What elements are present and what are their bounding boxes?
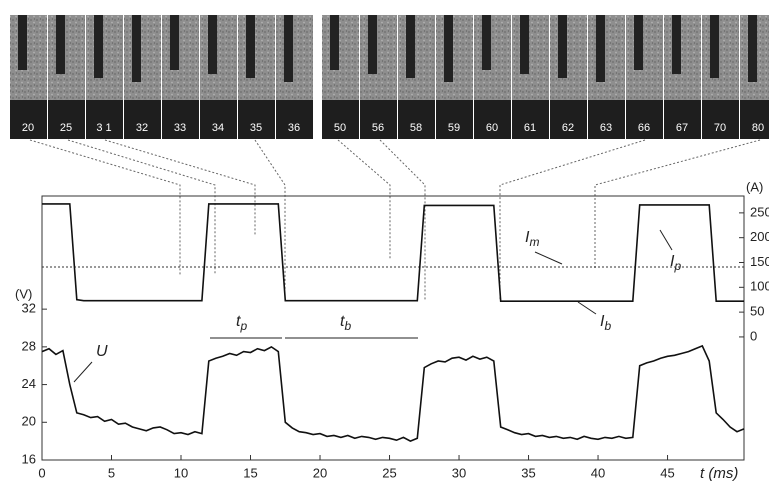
y-axis-label: (V) xyxy=(15,286,32,301)
y-tick-label: 24 xyxy=(22,376,36,391)
electrode xyxy=(482,15,491,70)
electrode xyxy=(330,15,339,70)
annotation-arrow xyxy=(578,302,596,314)
figure: 20253 1323334353650565859606162636667708… xyxy=(0,0,769,486)
frame-label: 25 xyxy=(60,122,72,134)
frame-label: 63 xyxy=(600,122,612,134)
electrode xyxy=(368,15,377,74)
annotation-sub: m xyxy=(529,235,539,249)
x-tick-label: 30 xyxy=(452,465,466,480)
connectors xyxy=(30,140,760,300)
y-tick-label: 16 xyxy=(22,451,36,466)
x-tick-label: 0 xyxy=(38,465,45,480)
electrode xyxy=(710,15,719,78)
x-tick-label: 20 xyxy=(313,465,327,480)
electrode xyxy=(18,15,27,70)
y2-tick-label: 200 xyxy=(750,229,769,244)
x-tick-label: 25 xyxy=(382,465,396,480)
y2-tick-label: 0 xyxy=(750,328,757,343)
x-tick-label: 10 xyxy=(174,465,188,480)
frame-label: 50 xyxy=(334,122,346,134)
electrode xyxy=(444,15,453,82)
annotation: tp xyxy=(236,313,247,333)
series-line xyxy=(42,346,744,441)
electrode xyxy=(170,15,179,70)
electrode xyxy=(520,15,529,74)
y-tick-label: 20 xyxy=(22,414,36,429)
x-axis-label: t (ms) xyxy=(700,465,738,482)
y2-tick-label: 150 xyxy=(750,254,769,269)
electrode xyxy=(208,15,217,74)
frame-label: 59 xyxy=(448,122,460,134)
frame-label: 70 xyxy=(714,122,726,134)
frame-label: 32 xyxy=(136,122,148,134)
y2-tick-label: 250 xyxy=(750,204,769,219)
electrode xyxy=(56,15,65,74)
frame-label: 36 xyxy=(288,122,300,134)
frame-label: 60 xyxy=(486,122,498,134)
annotation: U xyxy=(96,343,108,360)
x-tick-label: 45 xyxy=(660,465,674,480)
y2-axis-label: (A) xyxy=(746,179,763,194)
annotation: tb xyxy=(340,313,351,333)
frame-label: 67 xyxy=(676,122,688,134)
electrode xyxy=(596,15,605,82)
frame-label: 61 xyxy=(524,122,536,134)
frame-label: 62 xyxy=(562,122,574,134)
frame-label: 58 xyxy=(410,122,422,134)
frame-label: 3 1 xyxy=(96,122,111,134)
x-tick-label: 15 xyxy=(243,465,257,480)
x-tick-label: 35 xyxy=(521,465,535,480)
frame-label: 66 xyxy=(638,122,650,134)
electrode xyxy=(672,15,681,74)
electrode xyxy=(406,15,415,78)
x-tick-label: 5 xyxy=(108,465,115,480)
frame-label: 80 xyxy=(752,122,764,134)
frame-label: 35 xyxy=(250,122,262,134)
electrode xyxy=(94,15,103,78)
annotation: Ib xyxy=(600,313,611,333)
annotation-arrow xyxy=(535,252,562,264)
series-line xyxy=(42,204,744,301)
frame-label: 34 xyxy=(212,122,224,134)
electrode xyxy=(748,15,757,82)
annotation-sub: p xyxy=(239,319,247,333)
y2-tick-label: 50 xyxy=(750,304,764,319)
electrode xyxy=(558,15,567,78)
y2-tick-label: 100 xyxy=(750,279,769,294)
electrode xyxy=(634,15,643,70)
plot-frame xyxy=(42,196,744,460)
x-tick-label: 40 xyxy=(591,465,605,480)
annotation: Ip xyxy=(670,253,681,273)
annotation-sub: p xyxy=(673,259,681,273)
frame-label: 56 xyxy=(372,122,384,134)
electrode xyxy=(132,15,141,82)
frame-label: 33 xyxy=(174,122,186,134)
page: {"frames": ["20", "25", "3 1", "32", "33… xyxy=(0,0,769,491)
electrode xyxy=(246,15,255,78)
annotation-sub: b xyxy=(604,319,611,333)
electrode xyxy=(284,15,293,82)
frame-strip: 20 25 3 1 32 33 34 35 36 50 56 58 59 60 61 62 63 66 67 70 8… xyxy=(10,15,769,139)
annotation: Im xyxy=(525,229,539,249)
annotation-arrow xyxy=(74,362,92,382)
frame-label: 20 xyxy=(22,122,34,134)
annotation-sub: b xyxy=(344,319,351,333)
annotation-arrow xyxy=(660,230,672,250)
y-tick-label: 32 xyxy=(22,301,36,316)
y-tick-label: 28 xyxy=(22,338,36,353)
